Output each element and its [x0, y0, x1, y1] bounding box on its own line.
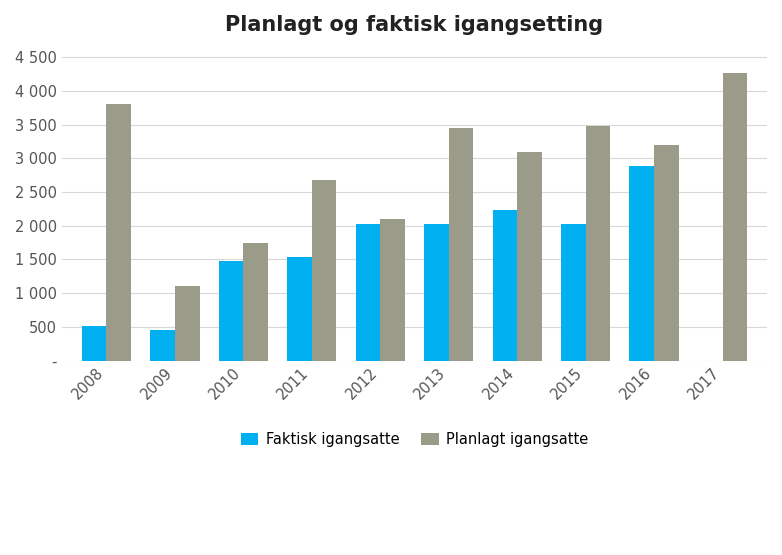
Bar	[654, 145, 679, 361]
Bar	[424, 224, 449, 361]
Bar	[312, 180, 336, 361]
Bar	[723, 73, 747, 361]
Bar	[380, 219, 405, 361]
Bar	[219, 261, 243, 361]
Bar	[82, 326, 106, 361]
Bar	[449, 128, 473, 361]
Bar	[287, 257, 312, 361]
Bar	[517, 152, 542, 361]
Bar	[150, 330, 175, 361]
Bar	[175, 286, 199, 361]
Bar	[243, 243, 268, 361]
Title: Planlagt og faktisk igangsetting: Planlagt og faktisk igangsetting	[225, 15, 604, 35]
Bar	[493, 210, 517, 361]
Bar	[561, 224, 586, 361]
Bar	[106, 104, 131, 361]
Bar	[586, 126, 610, 361]
Bar	[356, 224, 380, 361]
Bar	[630, 166, 654, 361]
Legend: Faktisk igangsatte, Planlagt igangsatte: Faktisk igangsatte, Planlagt igangsatte	[235, 426, 594, 452]
